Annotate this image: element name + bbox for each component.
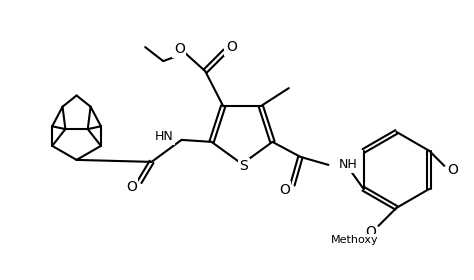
Text: O: O (126, 180, 137, 194)
Text: O: O (279, 183, 290, 197)
Text: S: S (240, 159, 248, 173)
Text: O: O (365, 225, 376, 239)
Text: Methoxy: Methoxy (331, 235, 378, 245)
Text: O: O (226, 40, 237, 54)
Text: HN: HN (155, 130, 173, 143)
Text: O: O (174, 42, 185, 56)
Text: O: O (447, 163, 458, 177)
Text: NH: NH (338, 158, 357, 171)
